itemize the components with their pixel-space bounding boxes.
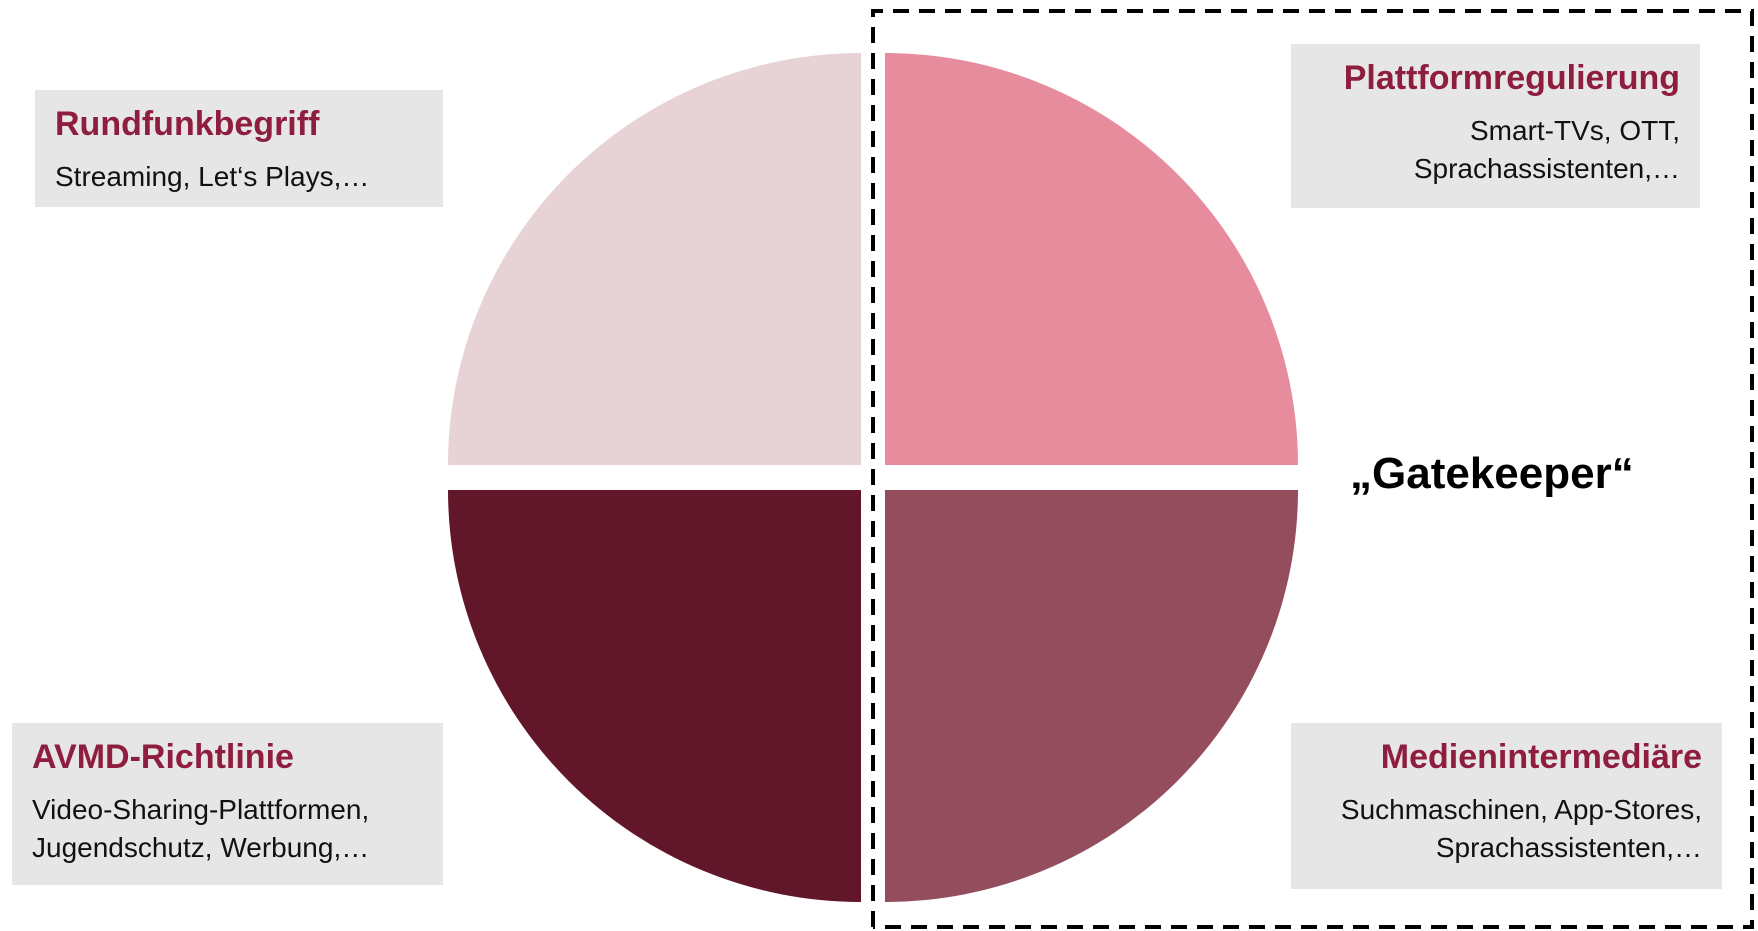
rundfunkbegriff-examples: Streaming, Let‘s Plays,… — [55, 158, 423, 196]
plattformregulierung-box: Plattformregulierung Smart-TVs, OTT, Spr… — [1291, 44, 1700, 208]
avmd-richtlinie-line: Video-Sharing-Plattformen, — [32, 794, 370, 825]
quadrant-top-left — [448, 53, 861, 465]
quadrant-bottom-left — [448, 490, 861, 902]
gatekeeper-dashed-border — [871, 9, 1754, 929]
rundfunkbegriff-box: Rundfunkbegriff Streaming, Let‘s Plays,… — [35, 90, 443, 207]
quadrant-top-right — [885, 53, 1298, 465]
plattformregulierung-line: Sprachassistenten,… — [1413, 153, 1680, 184]
gatekeeper-label: „Gatekeeper“ — [1350, 449, 1634, 498]
medienintermediaere-box: Medienintermediäre Suchmaschinen, App-St… — [1291, 723, 1722, 889]
medienintermediaere-line: Sprachassistenten,… — [1435, 832, 1702, 863]
plattformregulierung-examples: Smart-TVs, OTT, Sprachassistenten,… — [1311, 112, 1680, 188]
medienintermediaere-line: Suchmaschinen, App-Stores, — [1340, 794, 1702, 825]
avmd-richtlinie-title: AVMD-Richtlinie — [32, 738, 294, 776]
avmd-richtlinie-examples: Video-Sharing-Plattformen, Jugendschutz,… — [32, 791, 423, 867]
medienintermediaere-examples: Suchmaschinen, App-Stores, Sprachassiste… — [1311, 791, 1702, 867]
rundfunkbegriff-line: Streaming, Let‘s Plays,… — [55, 161, 370, 192]
medienintermediaere-title: Medienintermediäre — [1380, 738, 1702, 776]
avmd-richtlinie-box: AVMD-Richtlinie Video-Sharing-Plattforme… — [12, 723, 443, 885]
plattformregulierung-line: Smart-TVs, OTT, — [1470, 115, 1680, 146]
rundfunkbegriff-title: Rundfunkbegriff — [55, 105, 320, 143]
avmd-richtlinie-line: Jugendschutz, Werbung,… — [32, 832, 370, 863]
plattformregulierung-title: Plattformregulierung — [1343, 59, 1680, 97]
quadrant-bottom-right — [885, 490, 1298, 902]
